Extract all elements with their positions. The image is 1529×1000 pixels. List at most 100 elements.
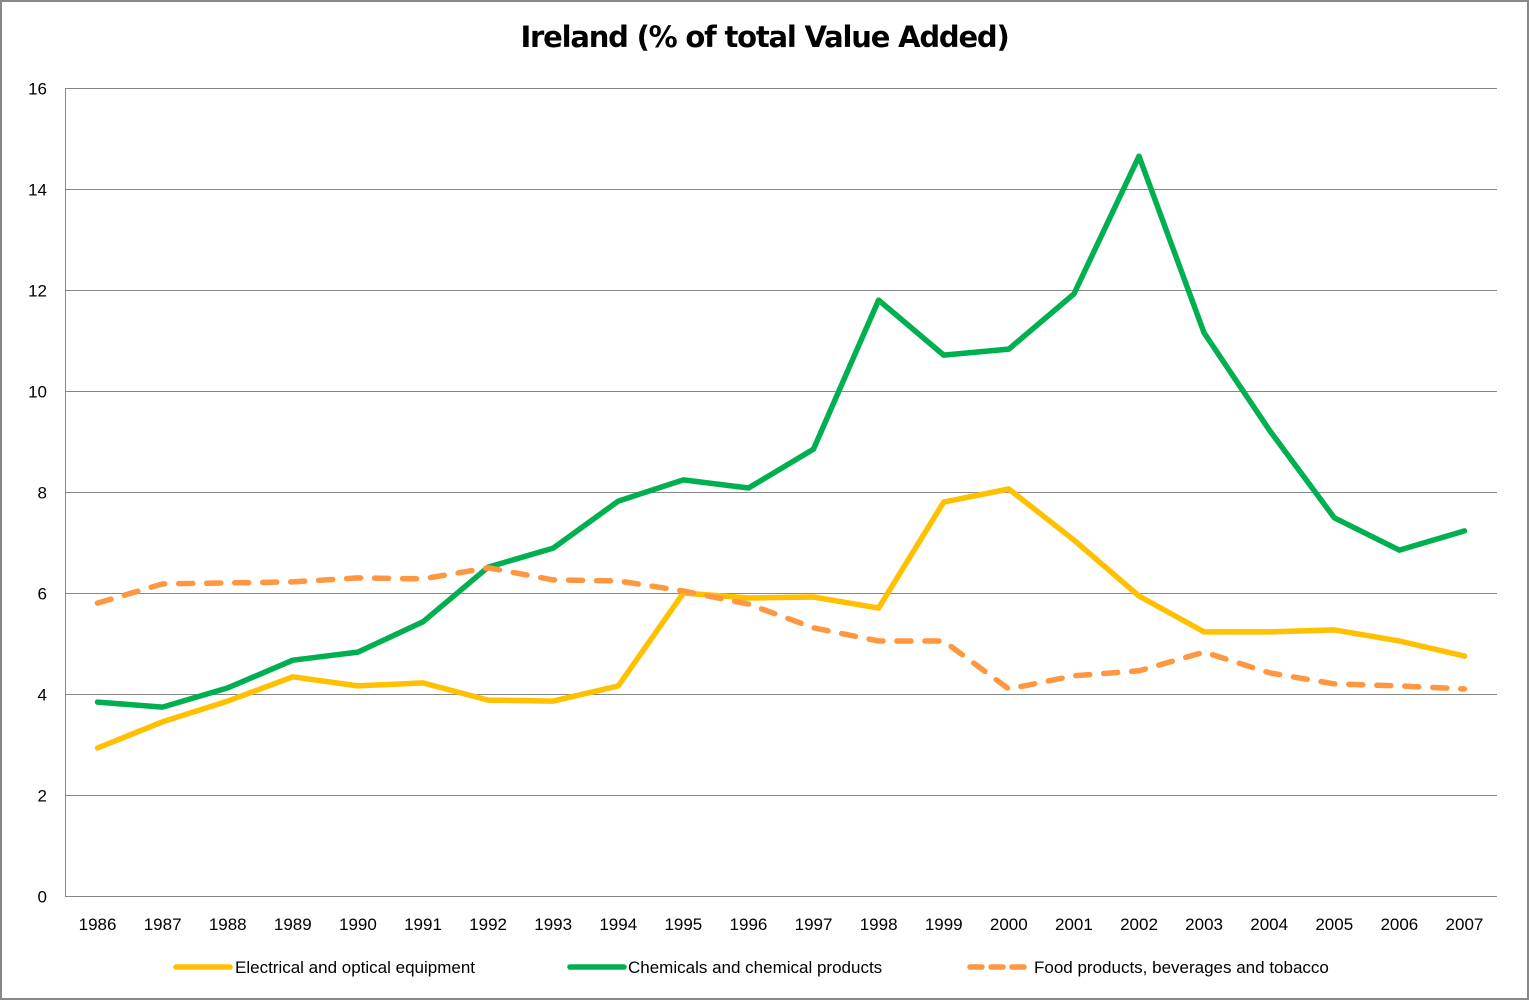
data-point [355,683,361,689]
x-tick-label: 1990 [339,915,377,934]
x-tick-label: 1992 [469,915,507,934]
legend-item: Electrical and optical equipment [173,958,475,977]
data-point [420,680,426,686]
x-tick-label: 2006 [1380,915,1418,934]
data-point [615,683,621,689]
series-line-electrical-and-optical-equipment [94,486,1468,751]
data-point [1071,673,1077,679]
y-tick-label: 16 [28,80,47,99]
data-point [1201,330,1207,336]
data-point [225,685,231,691]
y-tick-label: 14 [28,181,47,200]
x-tick-label: 1987 [144,915,182,934]
data-point [1331,627,1337,633]
data-point [1396,547,1402,553]
data-point [1266,427,1272,433]
data-point [420,619,426,625]
data-point [1266,629,1272,635]
data-point [225,580,231,586]
legend-label: Food products, beverages and tobacco [1034,958,1329,977]
axes [65,88,1497,897]
series-lines [94,153,1468,751]
series-line-food-products-beverages-and-tobacco [94,565,1468,692]
data-point [811,594,817,600]
data-point [745,485,751,491]
data-point [680,588,686,594]
data-point [1461,686,1467,692]
data-point [615,498,621,504]
x-tick-label: 2003 [1185,915,1223,934]
data-point [225,698,231,704]
data-point [160,581,166,587]
data-point [290,657,296,663]
data-point [1006,346,1012,352]
data-point [290,674,296,680]
legend-label: Electrical and optical equipment [235,958,475,977]
x-tick-label: 1988 [209,915,247,934]
legend-label: Chemicals and chemical products [628,958,882,977]
chart-title: Ireland (% of total Value Added) [520,20,1009,54]
data-point [95,600,101,606]
data-point [485,697,491,703]
data-point [1266,670,1272,676]
gridlines [65,88,1497,796]
data-point [1136,593,1142,599]
data-point [1136,668,1142,674]
legend: Electrical and optical equipment Chemical… [173,958,1329,977]
data-point [95,745,101,751]
data-point [745,595,751,601]
x-tick-label: 2004 [1250,915,1288,934]
y-tick-label: 10 [28,383,47,402]
legend-item: Food products, beverages and tobacco [967,958,1329,977]
data-point [941,352,947,358]
data-point [485,565,491,571]
x-tick-label: 1989 [274,915,312,934]
data-point [160,704,166,710]
data-point [1136,153,1142,159]
x-tick-label: 1986 [79,915,117,934]
x-tick-label: 1993 [534,915,572,934]
data-point [550,545,556,551]
data-point [1201,649,1207,655]
y-tick-label: 6 [38,585,47,604]
data-point [941,638,947,644]
data-point [1461,528,1467,534]
x-tick-label: 1991 [404,915,442,934]
data-point [355,649,361,655]
data-point [550,577,556,583]
data-point [1331,681,1337,687]
x-tick-label: 2005 [1315,915,1353,934]
data-point [941,499,947,505]
x-tick-label: 1996 [730,915,768,934]
x-tick-label: 1997 [795,915,833,934]
data-point [95,699,101,705]
legend-item: Chemicals and chemical products [567,958,882,977]
data-point [160,719,166,725]
data-point [1006,486,1012,492]
data-point [355,575,361,581]
series-line-chemicals-and-chemical-products [94,153,1468,710]
x-tick-label: 2001 [1055,915,1093,934]
data-point [1461,653,1467,659]
data-point [1071,291,1077,297]
x-tick-label: 1995 [664,915,702,934]
data-point [420,576,426,582]
x-axis-tick-labels: 1986 1987 1988 1989 1990 1991 1992 1993 1994 1995… [79,915,1484,934]
y-axis-tick-labels: 0 2 4 6 8 10 12 14 16 [28,80,47,907]
data-point [1331,515,1337,521]
x-tick-label: 2002 [1120,915,1158,934]
data-point [876,605,882,611]
y-tick-label: 0 [38,888,47,907]
x-tick-label: 1999 [925,915,963,934]
data-point [615,578,621,584]
x-tick-label: 1994 [599,915,637,934]
data-point [1071,537,1077,543]
x-tick-label: 1998 [860,915,898,934]
y-tick-label: 4 [38,686,47,705]
data-point [1396,638,1402,644]
data-point [876,297,882,303]
data-point [680,477,686,483]
y-tick-label: 12 [28,282,47,301]
